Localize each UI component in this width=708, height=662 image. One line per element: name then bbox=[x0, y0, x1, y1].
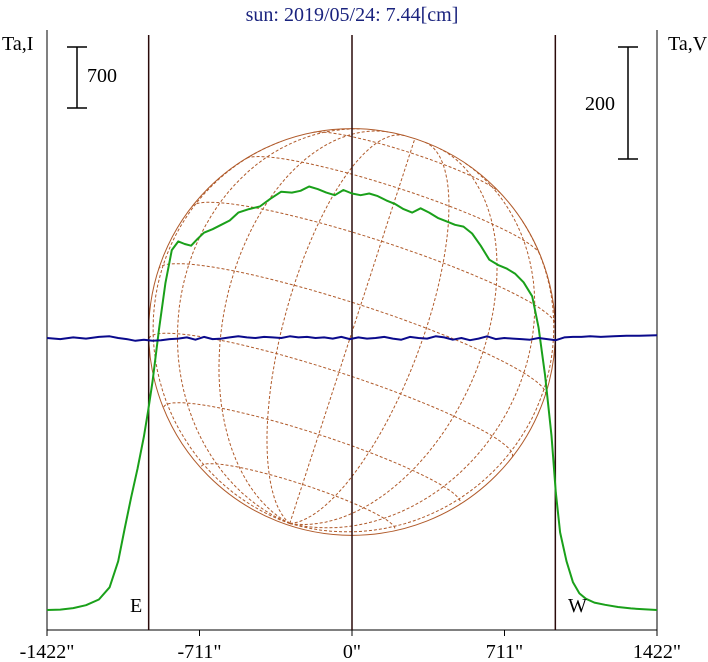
intensity-series-line bbox=[46, 185, 658, 611]
intensity-scale-bar: 700 bbox=[67, 46, 117, 109]
chart-title: sun: 2019/05/24: 7.44[cm] bbox=[246, 4, 459, 26]
disk-longitude-line bbox=[289, 162, 536, 529]
solar-disk bbox=[148, 128, 556, 536]
right-axis-label: Ta,V bbox=[668, 33, 708, 55]
disk-longitude-line bbox=[176, 128, 361, 524]
disk-longitude-line bbox=[289, 148, 498, 526]
series-layer bbox=[46, 185, 658, 611]
left-axis-label: Ta,I bbox=[2, 33, 33, 55]
limb-lines bbox=[147, 35, 557, 630]
x-tick-label: 1422" bbox=[633, 641, 681, 662]
disk-latitude-line bbox=[158, 263, 547, 395]
x-tick-label: -1422" bbox=[20, 641, 75, 662]
disk-latitude-line bbox=[313, 131, 501, 194]
disk-latitude-line bbox=[191, 201, 556, 325]
disk-longitude-line bbox=[289, 141, 450, 524]
x-tick-label: -711" bbox=[177, 641, 221, 662]
disk-latitude-line bbox=[200, 463, 396, 530]
disk-longitude-line bbox=[152, 140, 290, 524]
polarization-scale-label: 200 bbox=[585, 93, 615, 115]
x-tick-label: 0" bbox=[343, 641, 361, 662]
disk-longitude-line bbox=[218, 130, 389, 524]
polarization-scale-bar: 200 bbox=[585, 46, 638, 160]
x-tick-label: 711" bbox=[486, 641, 523, 662]
west-limb-label: W bbox=[568, 595, 587, 617]
disk-longitude-line bbox=[289, 218, 555, 533]
polarization-series-line bbox=[46, 334, 658, 342]
east-limb-label: E bbox=[130, 595, 142, 617]
x-ticks: -1422" -711" 0" 711" 1422" bbox=[20, 630, 681, 662]
intensity-scale-label: 700 bbox=[87, 65, 117, 87]
disk-longitude-line bbox=[289, 138, 416, 524]
disk-latitude-line bbox=[163, 402, 461, 504]
disk-longitude-line bbox=[266, 134, 405, 524]
disk-latitude-line bbox=[148, 332, 514, 457]
